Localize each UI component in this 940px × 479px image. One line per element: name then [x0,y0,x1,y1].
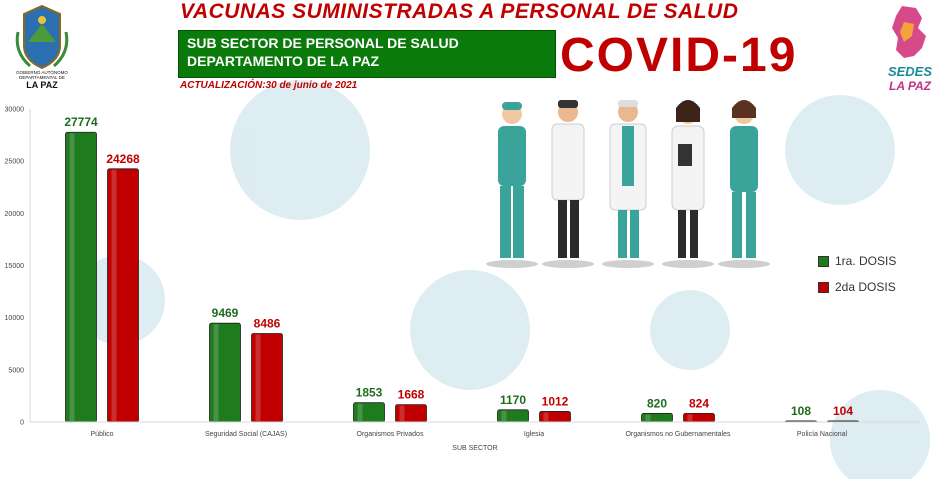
bars: 27774 24268 9469 8486 1853 1668 1170 1012 820 824… [64,115,859,423]
x-axis-title: SUB SECTOR [452,445,497,452]
legend-swatch-second-dose [818,281,829,293]
worker-5-figure [718,100,770,268]
data-label: 27774 [64,115,98,129]
data-label: 1012 [542,394,569,408]
x-tick-label: Organismos no Gubernamentales [625,431,731,438]
y-tick-label: 30000 [5,107,25,114]
gobierno-la-paz-logo: GOBIERNO AUTÓNOMO DEPARTAMENTAL DE LA PA… [10,2,74,90]
worker-3-figure [602,100,654,268]
logo-right-caption-1: SEDES [888,64,932,79]
bar-highlight [543,412,549,421]
data-label: 1668 [398,388,425,402]
subtitle-line-2: DEPARTAMENTO DE LA PAZ [187,53,380,69]
worker-2-figure [542,100,594,268]
data-label: 9469 [212,306,239,320]
legend-item-second-dose: 2da DOSIS [818,274,896,300]
sedes-la-paz-logo: SEDES LA PAZ [882,2,938,94]
data-label: 1170 [500,393,526,407]
bar-highlight [111,169,117,421]
x-tick-label: Policía Nacional [797,431,848,438]
data-label: 1853 [356,386,383,400]
worker-4-figure [662,100,714,268]
bar-highlight [357,403,363,421]
bar-highlight [687,414,693,421]
data-label: 108 [791,404,811,418]
logo-left-caption-2: DEPARTAMENTAL DE [19,75,65,80]
data-label: 104 [833,404,853,418]
subsector-box: SUB SECTOR DE PERSONAL DE SALUD DEPARTAM… [178,30,556,78]
y-tick-label: 25000 [5,159,25,166]
health-workers-illustration [486,100,770,268]
x-axis: Público Seguridad Social (CAJAS) Organismo… [30,421,920,438]
bar-highlight [255,334,261,421]
legend-label-second-dose: 2da DOSIS [835,280,896,294]
x-tick-label: Organismos Privados [357,431,424,438]
data-label: 8486 [254,316,281,330]
y-tick-label: 0 [20,420,24,427]
logo-left-caption-3: LA PAZ [26,80,58,90]
y-tick-label: 20000 [5,211,25,218]
bar-highlight [399,405,405,421]
y-tick-label: 5000 [8,367,24,374]
x-tick-label: Iglesia [524,431,544,438]
x-tick-label: Público [91,431,114,438]
bar-highlight [501,410,507,421]
bar-highlight [213,324,219,421]
page-title: VACUNAS SUMINISTRADAS A PERSONAL DE SALU… [180,0,739,23]
data-label: 824 [689,396,709,410]
x-tick-label: Seguridad Social (CAJAS) [205,431,287,438]
logo-right-caption-2: LA PAZ [889,79,932,93]
data-label: 820 [647,396,667,410]
subtitle-line-1: SUB SECTOR DE PERSONAL DE SALUD [187,35,459,51]
bar-highlight [69,133,75,421]
y-tick-label: 15000 [5,263,25,270]
legend-label-first-dose: 1ra. DOSIS [835,254,897,268]
y-tick-label: 10000 [5,315,25,322]
data-label: 24268 [106,152,140,166]
update-date: ACTUALIZACIÓN:30 de junio de 2021 [180,80,358,91]
worker-1-figure [486,102,538,268]
logo-left-caption-1: GOBIERNO AUTÓNOMO [16,69,68,75]
chart-legend: 1ra. DOSIS 2da DOSIS [818,248,896,300]
covid-label: COVID-19 [560,29,798,82]
legend-swatch-first-dose [818,255,829,267]
bar-highlight [645,414,651,421]
y-axis: 0 5000 10000 15000 20000 25000 30000 [5,107,31,427]
legend-item-first-dose: 1ra. DOSIS [818,248,896,274]
